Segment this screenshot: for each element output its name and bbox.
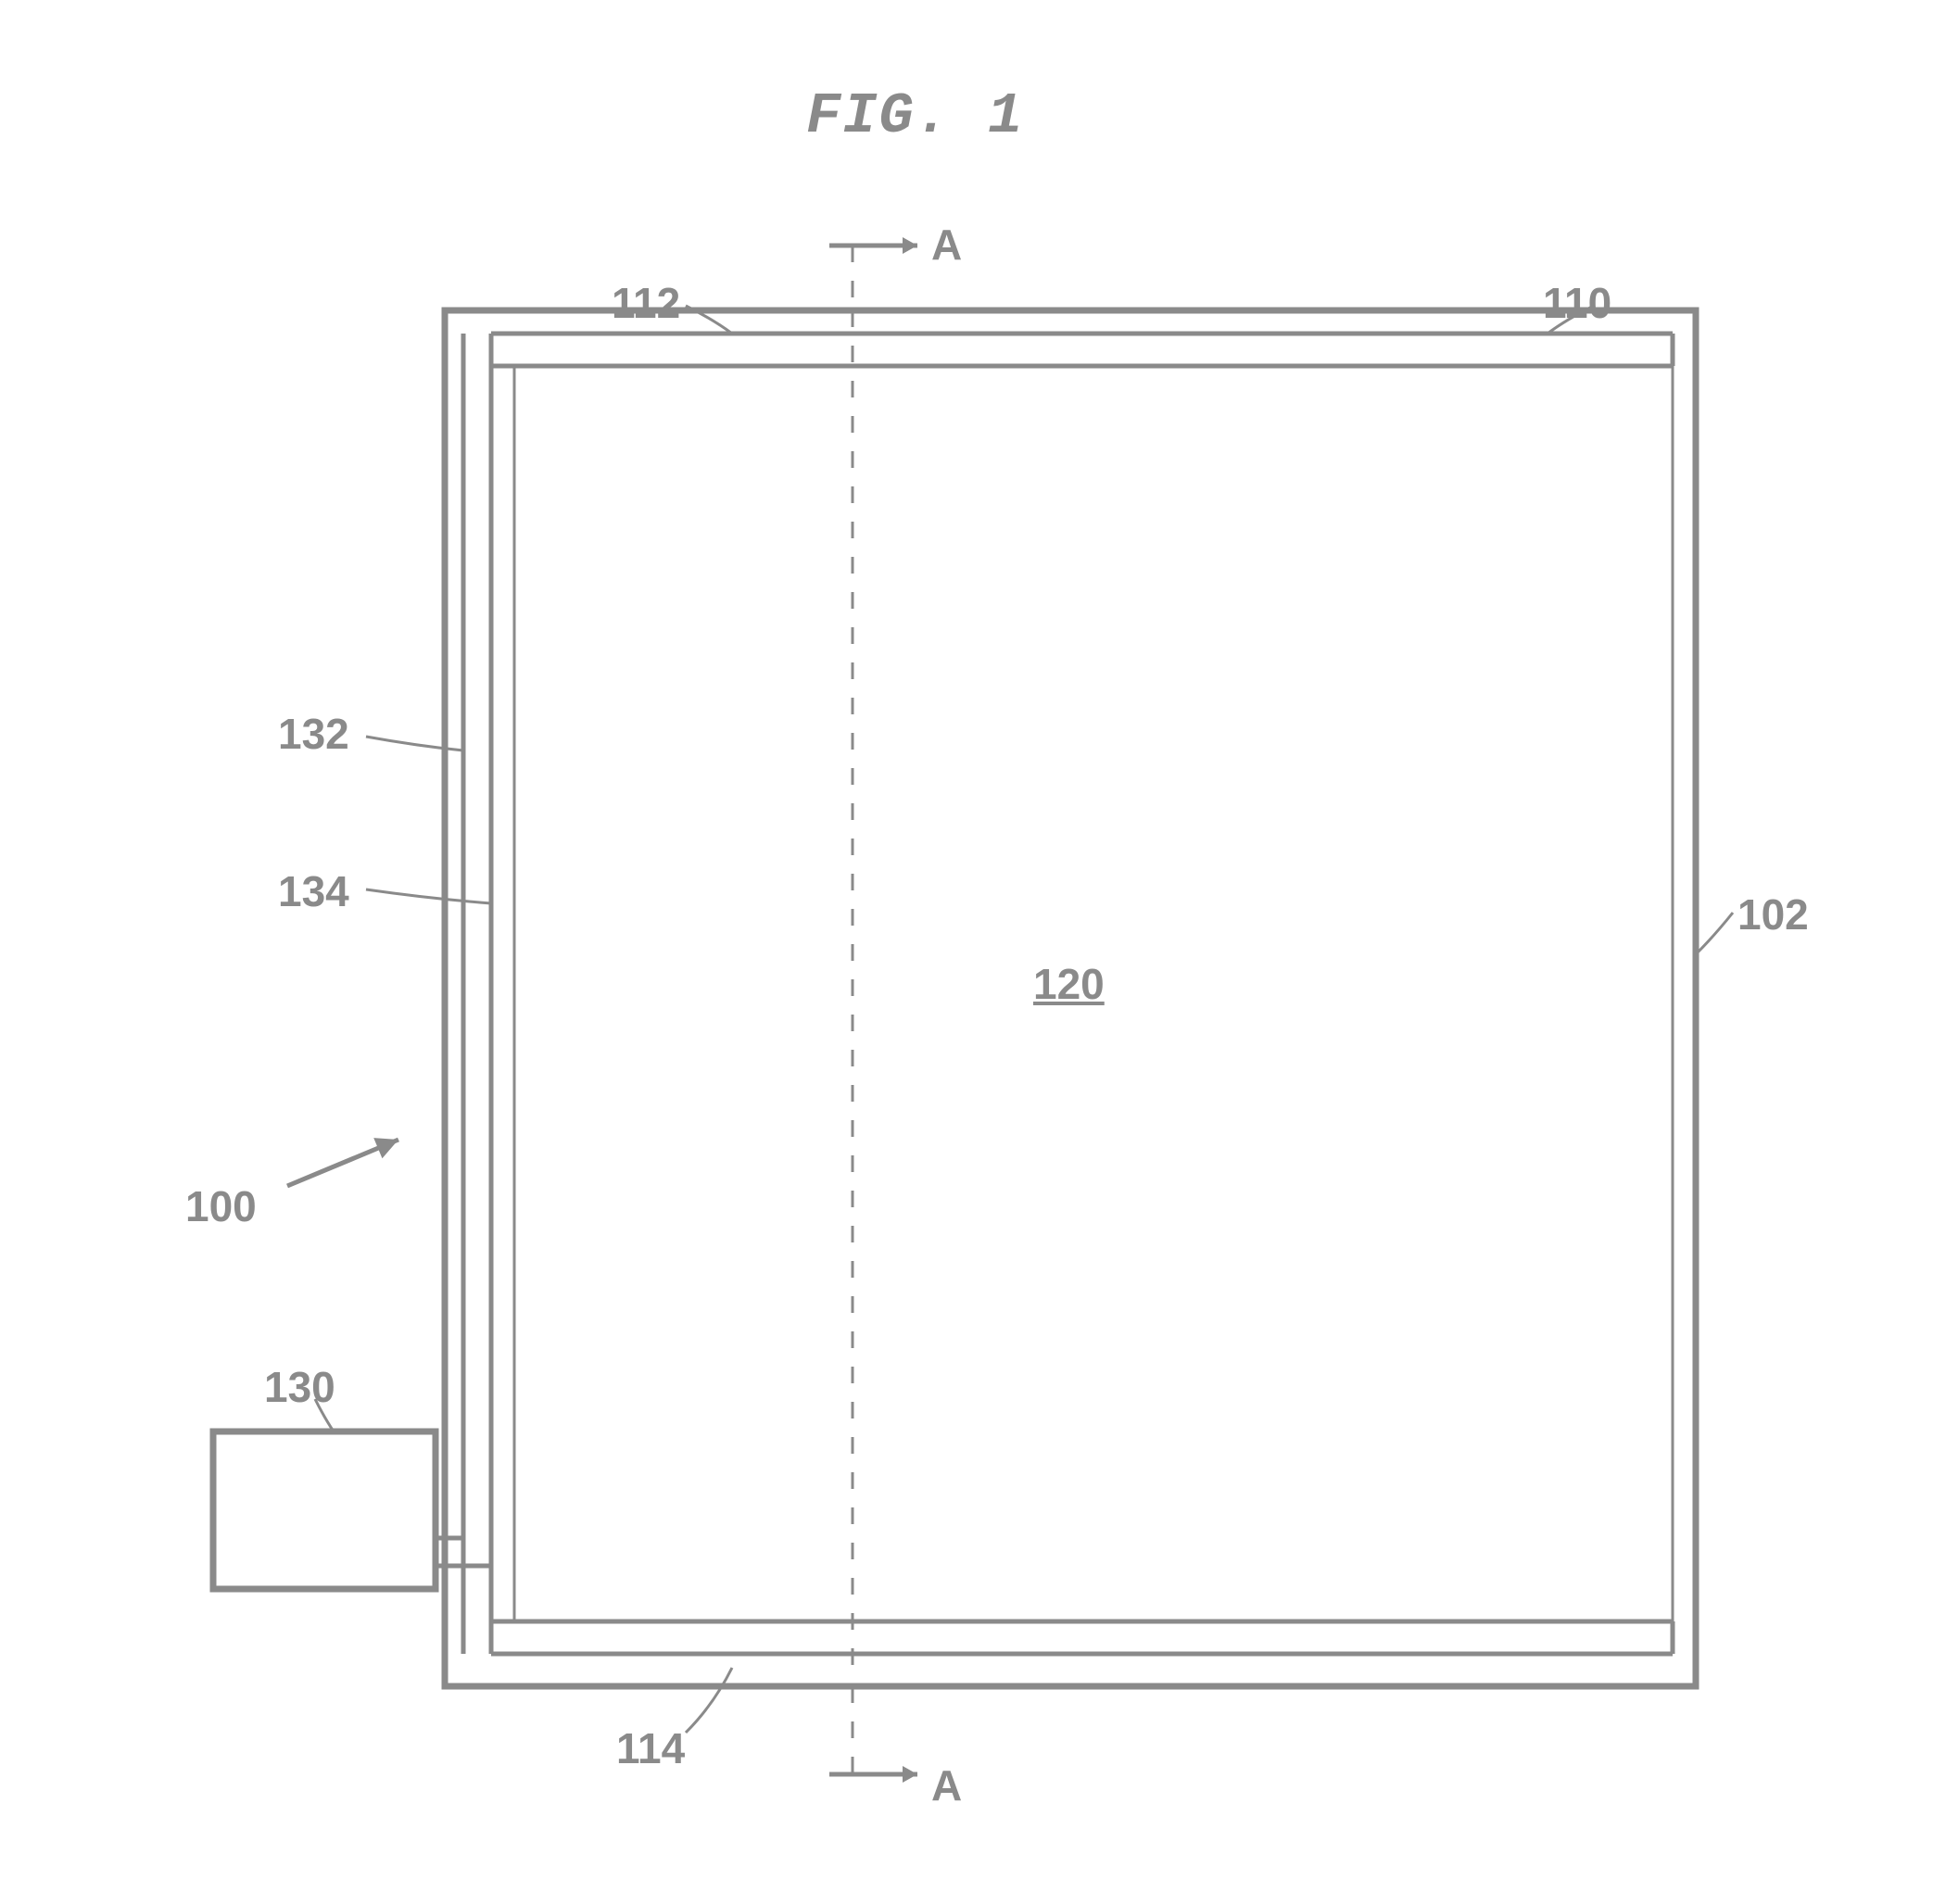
section-label-A-bottom: A: [931, 1760, 962, 1810]
label-132: 132: [278, 709, 349, 759]
label-130: 130: [264, 1362, 335, 1412]
label-100: 100: [185, 1181, 257, 1231]
label-114: 114: [616, 1723, 685, 1773]
label-112: 112: [612, 278, 680, 328]
section-label-A-top: A: [931, 220, 962, 270]
figure-canvas: FIG. 1 100 102 110 112 114 120 130 132 1…: [0, 0, 1933, 1904]
label-120: 120: [1033, 959, 1105, 1009]
label-134: 134: [278, 866, 349, 916]
diagram-svg: [0, 0, 1933, 1904]
label-102: 102: [1737, 889, 1809, 939]
label-110: 110: [1543, 278, 1611, 328]
